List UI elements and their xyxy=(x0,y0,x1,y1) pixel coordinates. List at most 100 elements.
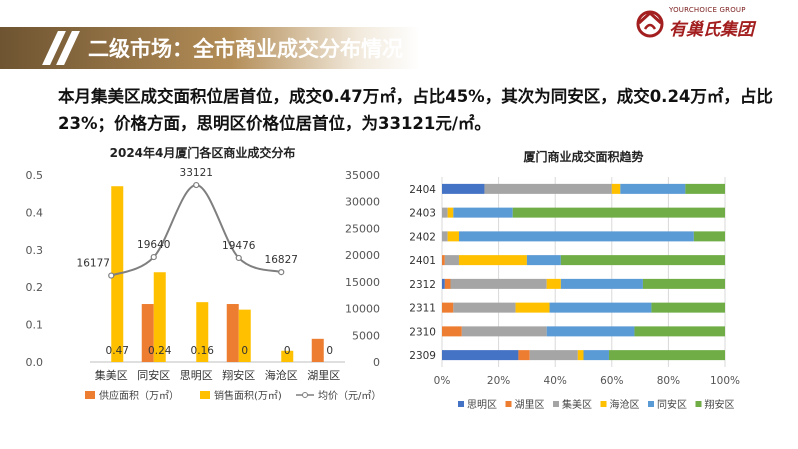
legend-swatch xyxy=(600,401,607,407)
area-trend-chart: 厦门商业成交面积趋势 0% 20% 40% 60% 80% 100% 2404 2403 2402… xyxy=(409,149,740,411)
company-logo: YOURCHOICE GROUP 有巢氏集团 xyxy=(634,6,784,40)
y-tick-label: 2312 xyxy=(409,279,436,291)
chart-title: 厦门商业成交面积趋势 xyxy=(523,149,643,164)
stacked-bar-segment xyxy=(611,183,621,194)
legend-swatch-price-marker xyxy=(302,392,308,398)
stacked-bar-segment xyxy=(450,278,547,289)
y-tick-label: 0.4 xyxy=(26,206,44,219)
x-tick-label: 40% xyxy=(544,375,567,387)
sales-data-label: 0.47 xyxy=(106,345,129,357)
x-tick-label: 60% xyxy=(600,375,623,387)
stacked-bar-segment xyxy=(442,302,454,313)
stacked-bar-segment xyxy=(458,255,527,266)
price-point xyxy=(278,268,285,276)
stacked-bar-segment xyxy=(515,302,550,313)
sales-data-label: 0.16 xyxy=(191,345,215,357)
y2-tick-label: 20000 xyxy=(345,249,380,262)
y-tick-label: 0.0 xyxy=(26,356,44,369)
y2-tick-label: 30000 xyxy=(345,196,380,209)
page-title: 二级市场：全市商业成交分布情况 xyxy=(88,37,403,61)
y-tick-label: 0.1 xyxy=(26,319,44,332)
stacked-bar-segment xyxy=(651,302,725,313)
x-tick-label: 0% xyxy=(434,375,451,387)
stacked-bar-segment xyxy=(526,255,561,266)
stacked-bar-segment xyxy=(512,207,725,218)
price-point xyxy=(108,272,115,279)
district-distribution-chart: 2024年4月厦门各区商业成交分布 0.0 0.1 0.2 0.3 0.4 0.5 0 5000… xyxy=(26,145,382,402)
x-tick-label: 湖里区 xyxy=(307,369,340,382)
y-tick-label: 2402 xyxy=(409,231,436,243)
y2-tick-label: 5000 xyxy=(352,329,380,342)
supply-bar xyxy=(141,304,154,362)
sales-bar xyxy=(153,272,166,362)
legend-swatch xyxy=(695,401,702,407)
stacked-bar-segment xyxy=(560,255,725,266)
stacked-bar-segment xyxy=(484,183,612,194)
x-tick-label: 80% xyxy=(657,375,680,387)
y-tick-label: 2309 xyxy=(409,350,436,362)
price-point xyxy=(150,253,157,261)
sales-data-label: 0 xyxy=(326,345,333,357)
y2-tick-label: 35000 xyxy=(345,169,380,182)
price-line xyxy=(110,184,282,277)
price-data-label: 33121 xyxy=(180,167,213,179)
stacked-bar-segment xyxy=(685,183,725,194)
stacked-bar-segment xyxy=(442,231,448,242)
stacked-bar-segment xyxy=(583,350,609,361)
price-data-label: 16827 xyxy=(265,254,298,266)
stacked-bar-segment xyxy=(458,231,694,242)
stacked-bar-segment xyxy=(442,207,448,218)
legend-swatch-supply xyxy=(85,391,95,399)
legend-label: 均价（元/㎡） xyxy=(318,390,381,402)
summary-text: 本月集美区成交面积位居首位，成交0.47万㎡，占比45%，其次为同安区，成交0.… xyxy=(58,87,773,133)
stacked-bar-segment xyxy=(442,326,462,337)
stacked-bar-segment xyxy=(620,183,686,194)
x-tick-label: 100% xyxy=(710,375,740,387)
legend-label: 海沧区 xyxy=(610,398,640,411)
y-tick-label: 2311 xyxy=(409,303,436,315)
legend-label: 销售面积(万㎡) xyxy=(214,389,282,402)
stacked-bar-segment xyxy=(442,183,485,194)
stacked-bar-segment xyxy=(453,302,516,313)
y-tick-label: 0.5 xyxy=(26,169,44,182)
logo-house-icon xyxy=(636,10,664,38)
legend-label: 思明区 xyxy=(467,399,497,411)
x-tick-label: 翔安区 xyxy=(222,368,255,382)
sales-bar xyxy=(196,302,209,362)
y2-tick-label: 25000 xyxy=(345,222,380,235)
legend-label: 翔安区 xyxy=(705,398,735,411)
stacked-bar-segment xyxy=(693,231,725,242)
supply-bar xyxy=(226,304,239,362)
legend-label: 同安区 xyxy=(657,398,687,411)
chart-title: 2024年4月厦门各区商业成交分布 xyxy=(110,145,296,160)
stacked-bar-segment xyxy=(447,207,454,218)
stacked-bar-segment xyxy=(608,350,725,361)
stacked-bar-segment xyxy=(518,350,530,361)
legend-swatch-sales xyxy=(200,391,210,399)
y2-tick-label: 0 xyxy=(373,356,380,369)
stacked-bar-segment xyxy=(444,255,459,266)
stacked-bar-segment xyxy=(634,326,725,337)
legend-swatch xyxy=(458,401,464,407)
x-tick-label: 20% xyxy=(487,375,510,387)
stacked-bar-segment xyxy=(442,278,445,289)
sales-bar xyxy=(281,350,294,362)
y-tick-label: 2401 xyxy=(409,255,436,267)
stacked-bar-segment xyxy=(453,207,513,218)
supply-bar xyxy=(311,338,324,362)
y-tick-label: 0.2 xyxy=(26,281,44,294)
legend-label: 湖里区 xyxy=(515,399,545,411)
x-tick-label: 集美区 xyxy=(95,368,128,382)
price-point xyxy=(235,254,242,262)
header-bar: 二级市场：全市商业成交分布情况 xyxy=(0,27,798,69)
y2-tick-label: 10000 xyxy=(345,303,380,316)
y2-tick-label: 15000 xyxy=(345,276,380,289)
legend-label: 供应面积（万㎡） xyxy=(99,389,179,402)
y-tick-label: 2310 xyxy=(409,326,436,338)
price-point xyxy=(193,181,200,189)
y-tick-label: 0.3 xyxy=(26,244,44,257)
price-data-label: 19476 xyxy=(222,240,256,252)
stacked-bar-segment xyxy=(529,350,578,361)
y-tick-label: 2403 xyxy=(409,208,436,220)
sales-bar xyxy=(238,309,251,362)
